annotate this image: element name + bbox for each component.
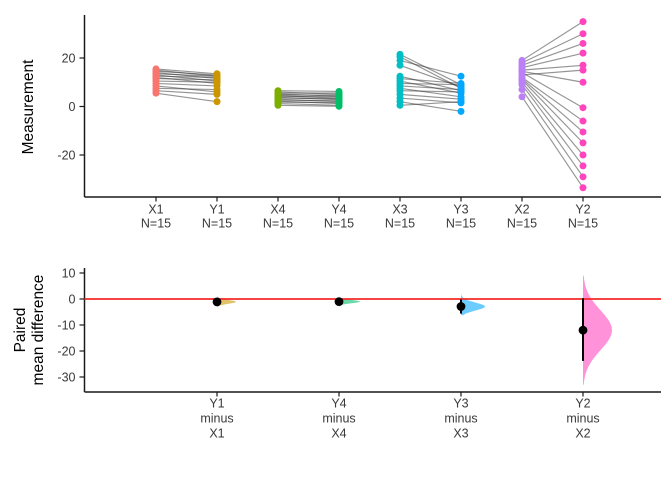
bottom-y-tick-label: -10 <box>57 318 75 332</box>
mean-diff-dot <box>456 302 466 311</box>
group-n-label: N=15 <box>385 217 415 231</box>
bottom-y-tick-label: -20 <box>57 344 75 358</box>
top-y-tick-label: 0 <box>69 100 76 114</box>
diff-label: Y2 <box>575 397 590 411</box>
diff-label: X4 <box>331 427 346 441</box>
points-X2 <box>518 56 526 101</box>
points-Y2 <box>579 18 587 192</box>
group-label: Y1 <box>209 203 224 217</box>
bottom-panel: 100-10-20-30Y1minusX1Y4minusX4Y3minusX3Y… <box>57 266 661 441</box>
group-label: X1 <box>148 203 163 217</box>
points-Y3 <box>457 72 465 115</box>
diff-label: X1 <box>209 427 224 441</box>
group-label: X4 <box>270 203 285 217</box>
diff-label: Y3 <box>453 397 468 411</box>
group-label: Y4 <box>331 203 346 217</box>
diff-label: Y1 <box>209 397 224 411</box>
group-label: X2 <box>514 203 529 217</box>
group-n-label: N=15 <box>324 217 354 231</box>
points-Y4 <box>335 87 343 110</box>
top-y-tick-label: -20 <box>57 148 75 162</box>
group-n-label: N=15 <box>507 217 537 231</box>
mean-diff-dot <box>578 325 588 335</box>
violin-Y2-minus-X2 <box>583 275 612 385</box>
diff-label: X3 <box>453 427 468 441</box>
bottom-y-tick-label: -30 <box>57 370 75 384</box>
diff-label: minus <box>444 412 477 426</box>
group-n-label: N=15 <box>263 217 293 231</box>
group-n-label: N=15 <box>446 217 476 231</box>
mean-diff-dot <box>334 297 344 306</box>
violin-Y3-minus-X3 <box>461 293 485 316</box>
diff-label: X2 <box>575 427 590 441</box>
group-n-label: N=15 <box>568 217 598 231</box>
diff-label: minus <box>200 412 233 426</box>
bottom-y-tick-label: 0 <box>69 292 76 306</box>
points-X1 <box>152 65 160 97</box>
paired-slope-lines <box>155 21 584 189</box>
diff-label: Y4 <box>331 397 346 411</box>
group-label: X3 <box>392 203 407 217</box>
top-panel: 200-20X1N=15Y1N=15X4N=15Y4N=15X3N=15Y3N=… <box>57 15 661 231</box>
bottom-y-tick-label: 10 <box>62 266 76 280</box>
group-label: Y3 <box>453 203 468 217</box>
points-X4 <box>274 87 282 109</box>
diff-label: minus <box>322 412 355 426</box>
points-Y1 <box>213 70 221 106</box>
diff-label: minus <box>566 412 599 426</box>
group-n-label: N=15 <box>141 217 171 231</box>
top-x-tick-labels: X1N=15Y1N=15X4N=15Y4N=15X3N=15Y3N=15X2N=… <box>141 197 598 231</box>
mean-diff-dot <box>212 297 222 307</box>
group-label: Y2 <box>575 203 590 217</box>
group-n-label: N=15 <box>202 217 232 231</box>
points-X3 <box>396 50 404 109</box>
top-y-tick-label: 20 <box>62 51 76 65</box>
